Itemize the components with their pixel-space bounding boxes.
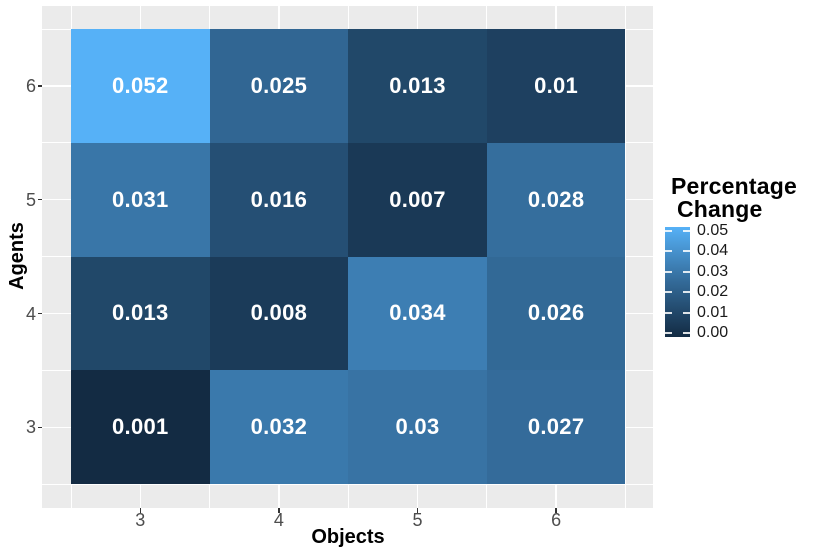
y-tick-mark: [37, 198, 42, 201]
y-tick-mark: [37, 85, 42, 87]
grid-minor-v: [624, 6, 626, 508]
legend-title-line-2: Change: [677, 196, 763, 222]
heatmap-cell: 0.016: [209, 142, 349, 257]
legend-tick-label: 0.04: [697, 242, 729, 259]
legend-tick-label: 0.00: [697, 324, 729, 341]
heatmap-cell: 0.027: [486, 370, 626, 485]
heatmap-cell: 0.025: [209, 29, 349, 143]
cell-value-label: 0.027: [527, 414, 585, 440]
legend-tick-label: 0.05: [697, 221, 729, 239]
heatmap-cell: 0.001: [71, 370, 210, 485]
legend-tick-mark: [683, 332, 690, 334]
heatmap-cell: 0.03: [348, 370, 487, 485]
x-tick-label: 5: [412, 510, 423, 530]
legend-tick-mark: [665, 291, 672, 293]
cell-value-label: 0.028: [527, 186, 585, 212]
legend-tick-mark: [665, 270, 672, 273]
cell-value-label: 0.01: [534, 72, 579, 98]
legend-tick-mark: [665, 229, 672, 232]
legend-title-line-1: Percentage: [671, 173, 798, 199]
cell-value-label: 0.008: [250, 300, 308, 326]
heatmap-cell: 0.032: [209, 370, 349, 485]
heatmap-cell: 0.052: [71, 29, 210, 143]
y-tick-label: 3: [25, 417, 36, 438]
heatmap-cell: 0.028: [486, 142, 626, 257]
legend-tick-label: 0.01: [697, 303, 729, 321]
legend: Percentage Change 0.05 0.04 0.03 0.02 0.01 0.…: [660, 170, 830, 390]
legend-tick-mark: [683, 291, 690, 293]
y-tick-label: 4: [25, 303, 36, 324]
heatmap-cell: 0.031: [71, 142, 210, 257]
heatmap-cell: 0.01: [486, 29, 626, 143]
legend-tick-mark: [683, 229, 690, 232]
cell-value-label: 0.013: [389, 72, 446, 98]
y-tick-mark: [37, 426, 42, 429]
heatmap-cell: 0.034: [348, 256, 487, 371]
cell-value-label: 0.016: [250, 186, 308, 212]
legend-tick-mark: [683, 250, 690, 252]
x-tick-mark: [416, 508, 419, 513]
heatmap-cell: 0.007: [348, 142, 487, 257]
heatmap-cell: 0.008: [209, 256, 349, 371]
x-tick-mark: [278, 508, 280, 513]
heatmap-cell: 0.013: [71, 256, 210, 371]
cell-value-label: 0.001: [112, 414, 169, 440]
cell-value-label: 0.031: [112, 186, 169, 212]
cell-value-label: 0.03: [395, 414, 440, 440]
legend-tick-mark: [683, 270, 690, 273]
heatmap-cell: 0.026: [486, 256, 626, 371]
cell-value-label: 0.026: [527, 300, 585, 326]
legend-tick-mark: [665, 311, 672, 314]
x-tick-mark: [555, 508, 557, 513]
x-tick-label: 6: [551, 510, 562, 530]
x-axis-title: Objects: [311, 526, 385, 548]
legend-tick-mark: [683, 311, 690, 314]
cell-value-label: 0.034: [389, 300, 446, 326]
legend-tick-label: 0.03: [697, 262, 729, 280]
grid-minor-h: [42, 483, 653, 485]
legend-colorbar: [665, 227, 690, 337]
cell-value-label: 0.025: [250, 72, 308, 98]
x-tick-mark: [139, 508, 142, 513]
cell-value-label: 0.032: [250, 414, 308, 440]
x-tick-label: 3: [135, 510, 146, 530]
heatmap-cell: 0.013: [348, 29, 487, 143]
cell-value-label: 0.052: [112, 72, 169, 98]
cell-value-label: 0.013: [112, 300, 169, 326]
y-axis-title: Agents: [6, 222, 28, 290]
x-tick-label: 4: [273, 510, 284, 530]
legend-tick-mark: [665, 332, 672, 334]
y-tick-label: 6: [25, 75, 36, 96]
cell-value-label: 0.007: [389, 186, 446, 212]
y-tick-mark: [37, 312, 42, 315]
legend-tick-mark: [665, 250, 672, 252]
legend-tick-label: 0.02: [697, 283, 729, 300]
y-tick-label: 5: [25, 189, 36, 210]
